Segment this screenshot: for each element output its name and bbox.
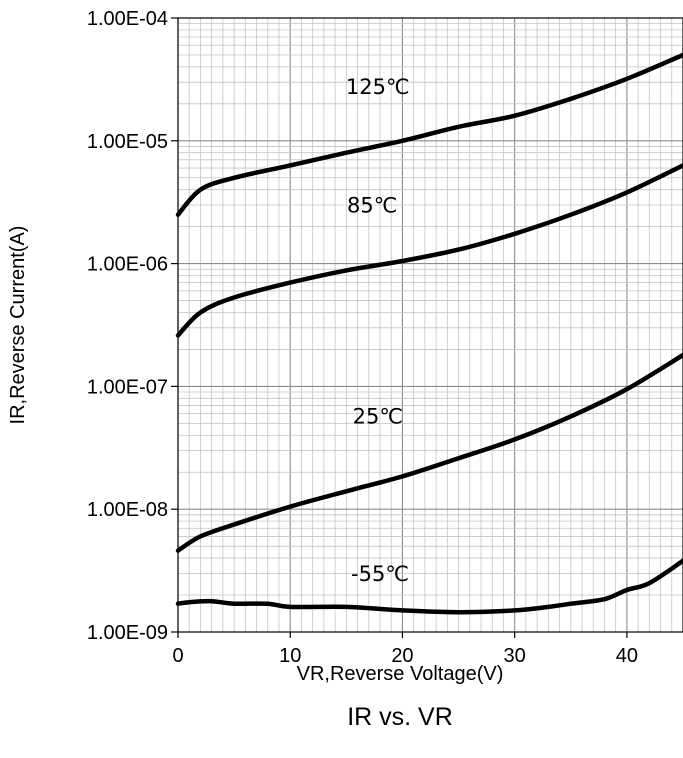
y-tick-labels: 1.00E-09 1.00E-08 1.00E-07 1.00E-06 1.00E-05…: [87, 8, 178, 644]
plot-frame: [177, 17, 683, 633]
x-tick-label: 0: [172, 645, 183, 667]
x-tick-label: 40: [616, 645, 638, 667]
y-tick-label: 1.00E-04: [87, 8, 168, 30]
x-axis-label: VR,Reverse Voltage(V): [297, 663, 504, 685]
y-tick-label: 1.00E-09: [87, 622, 168, 644]
y-tick-label: 1.00E-05: [87, 131, 168, 153]
y-tick-label: 1.00E-06: [87, 254, 168, 276]
grid: [177, 18, 683, 633]
series-label-25c: 25℃: [353, 404, 403, 428]
series-label-125c: 125℃: [346, 75, 410, 99]
y-axis-label: IR,Reverse Current(A): [7, 226, 29, 425]
series-labels: 125℃ 85℃ 25℃ -55℃: [346, 75, 410, 586]
series-line-25c: [175, 352, 683, 553]
series-label-85c: 85℃: [347, 194, 397, 218]
x-tick-labels: 0 10 20 30 40: [172, 632, 638, 667]
y-tick-label: 1.00E-07: [87, 376, 168, 398]
chart-title: IR vs. VR: [347, 703, 453, 731]
x-tick-label: 10: [279, 645, 301, 667]
series-line-125c: [175, 52, 683, 217]
x-tick-label: 20: [391, 645, 413, 667]
series-line-85c: [175, 163, 683, 338]
series-line-minus55c: [175, 558, 683, 615]
series-lines: [175, 52, 683, 615]
series-label-minus55c: -55℃: [351, 562, 409, 586]
y-tick-label: 1.00E-08: [87, 499, 168, 521]
x-tick-label: 30: [504, 645, 526, 667]
